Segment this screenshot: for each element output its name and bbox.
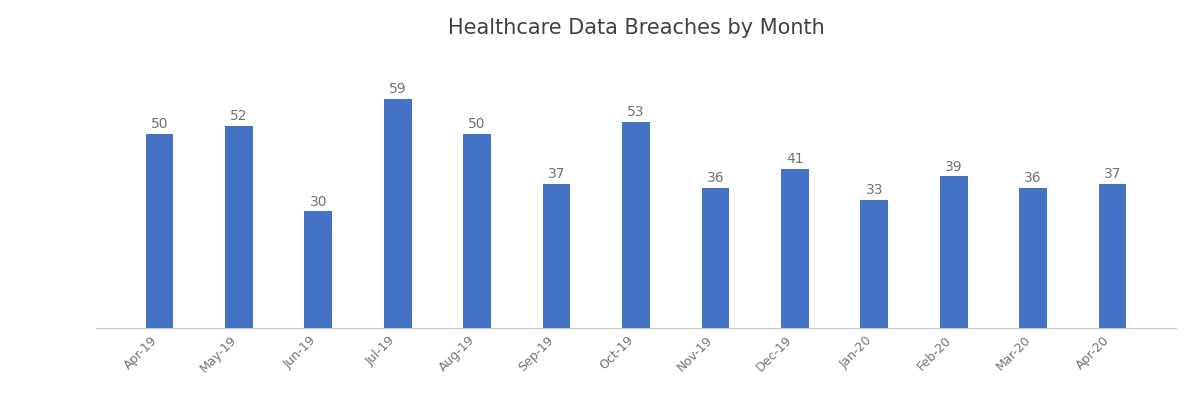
Bar bbox=[1019, 188, 1046, 328]
Text: 36: 36 bbox=[1025, 171, 1042, 185]
Bar bbox=[860, 200, 888, 328]
Text: 37: 37 bbox=[548, 167, 565, 181]
Text: 39: 39 bbox=[944, 160, 962, 174]
Text: 52: 52 bbox=[230, 109, 247, 123]
Text: 59: 59 bbox=[389, 82, 407, 96]
Bar bbox=[702, 188, 730, 328]
Bar bbox=[940, 176, 967, 328]
Bar bbox=[145, 134, 174, 328]
Text: 30: 30 bbox=[310, 195, 328, 209]
Text: 53: 53 bbox=[628, 105, 644, 119]
Bar bbox=[781, 168, 809, 328]
Bar bbox=[463, 134, 491, 328]
Text: 50: 50 bbox=[468, 117, 486, 131]
Text: 37: 37 bbox=[1104, 167, 1121, 181]
Bar bbox=[226, 126, 253, 328]
Bar bbox=[542, 184, 570, 328]
Bar bbox=[1098, 184, 1127, 328]
Text: 50: 50 bbox=[151, 117, 168, 131]
Text: 41: 41 bbox=[786, 152, 804, 166]
Bar bbox=[305, 211, 332, 328]
Text: 36: 36 bbox=[707, 171, 725, 185]
Title: Healthcare Data Breaches by Month: Healthcare Data Breaches by Month bbox=[448, 18, 824, 38]
Bar bbox=[384, 98, 412, 328]
Text: 33: 33 bbox=[865, 183, 883, 197]
Bar bbox=[622, 122, 650, 328]
